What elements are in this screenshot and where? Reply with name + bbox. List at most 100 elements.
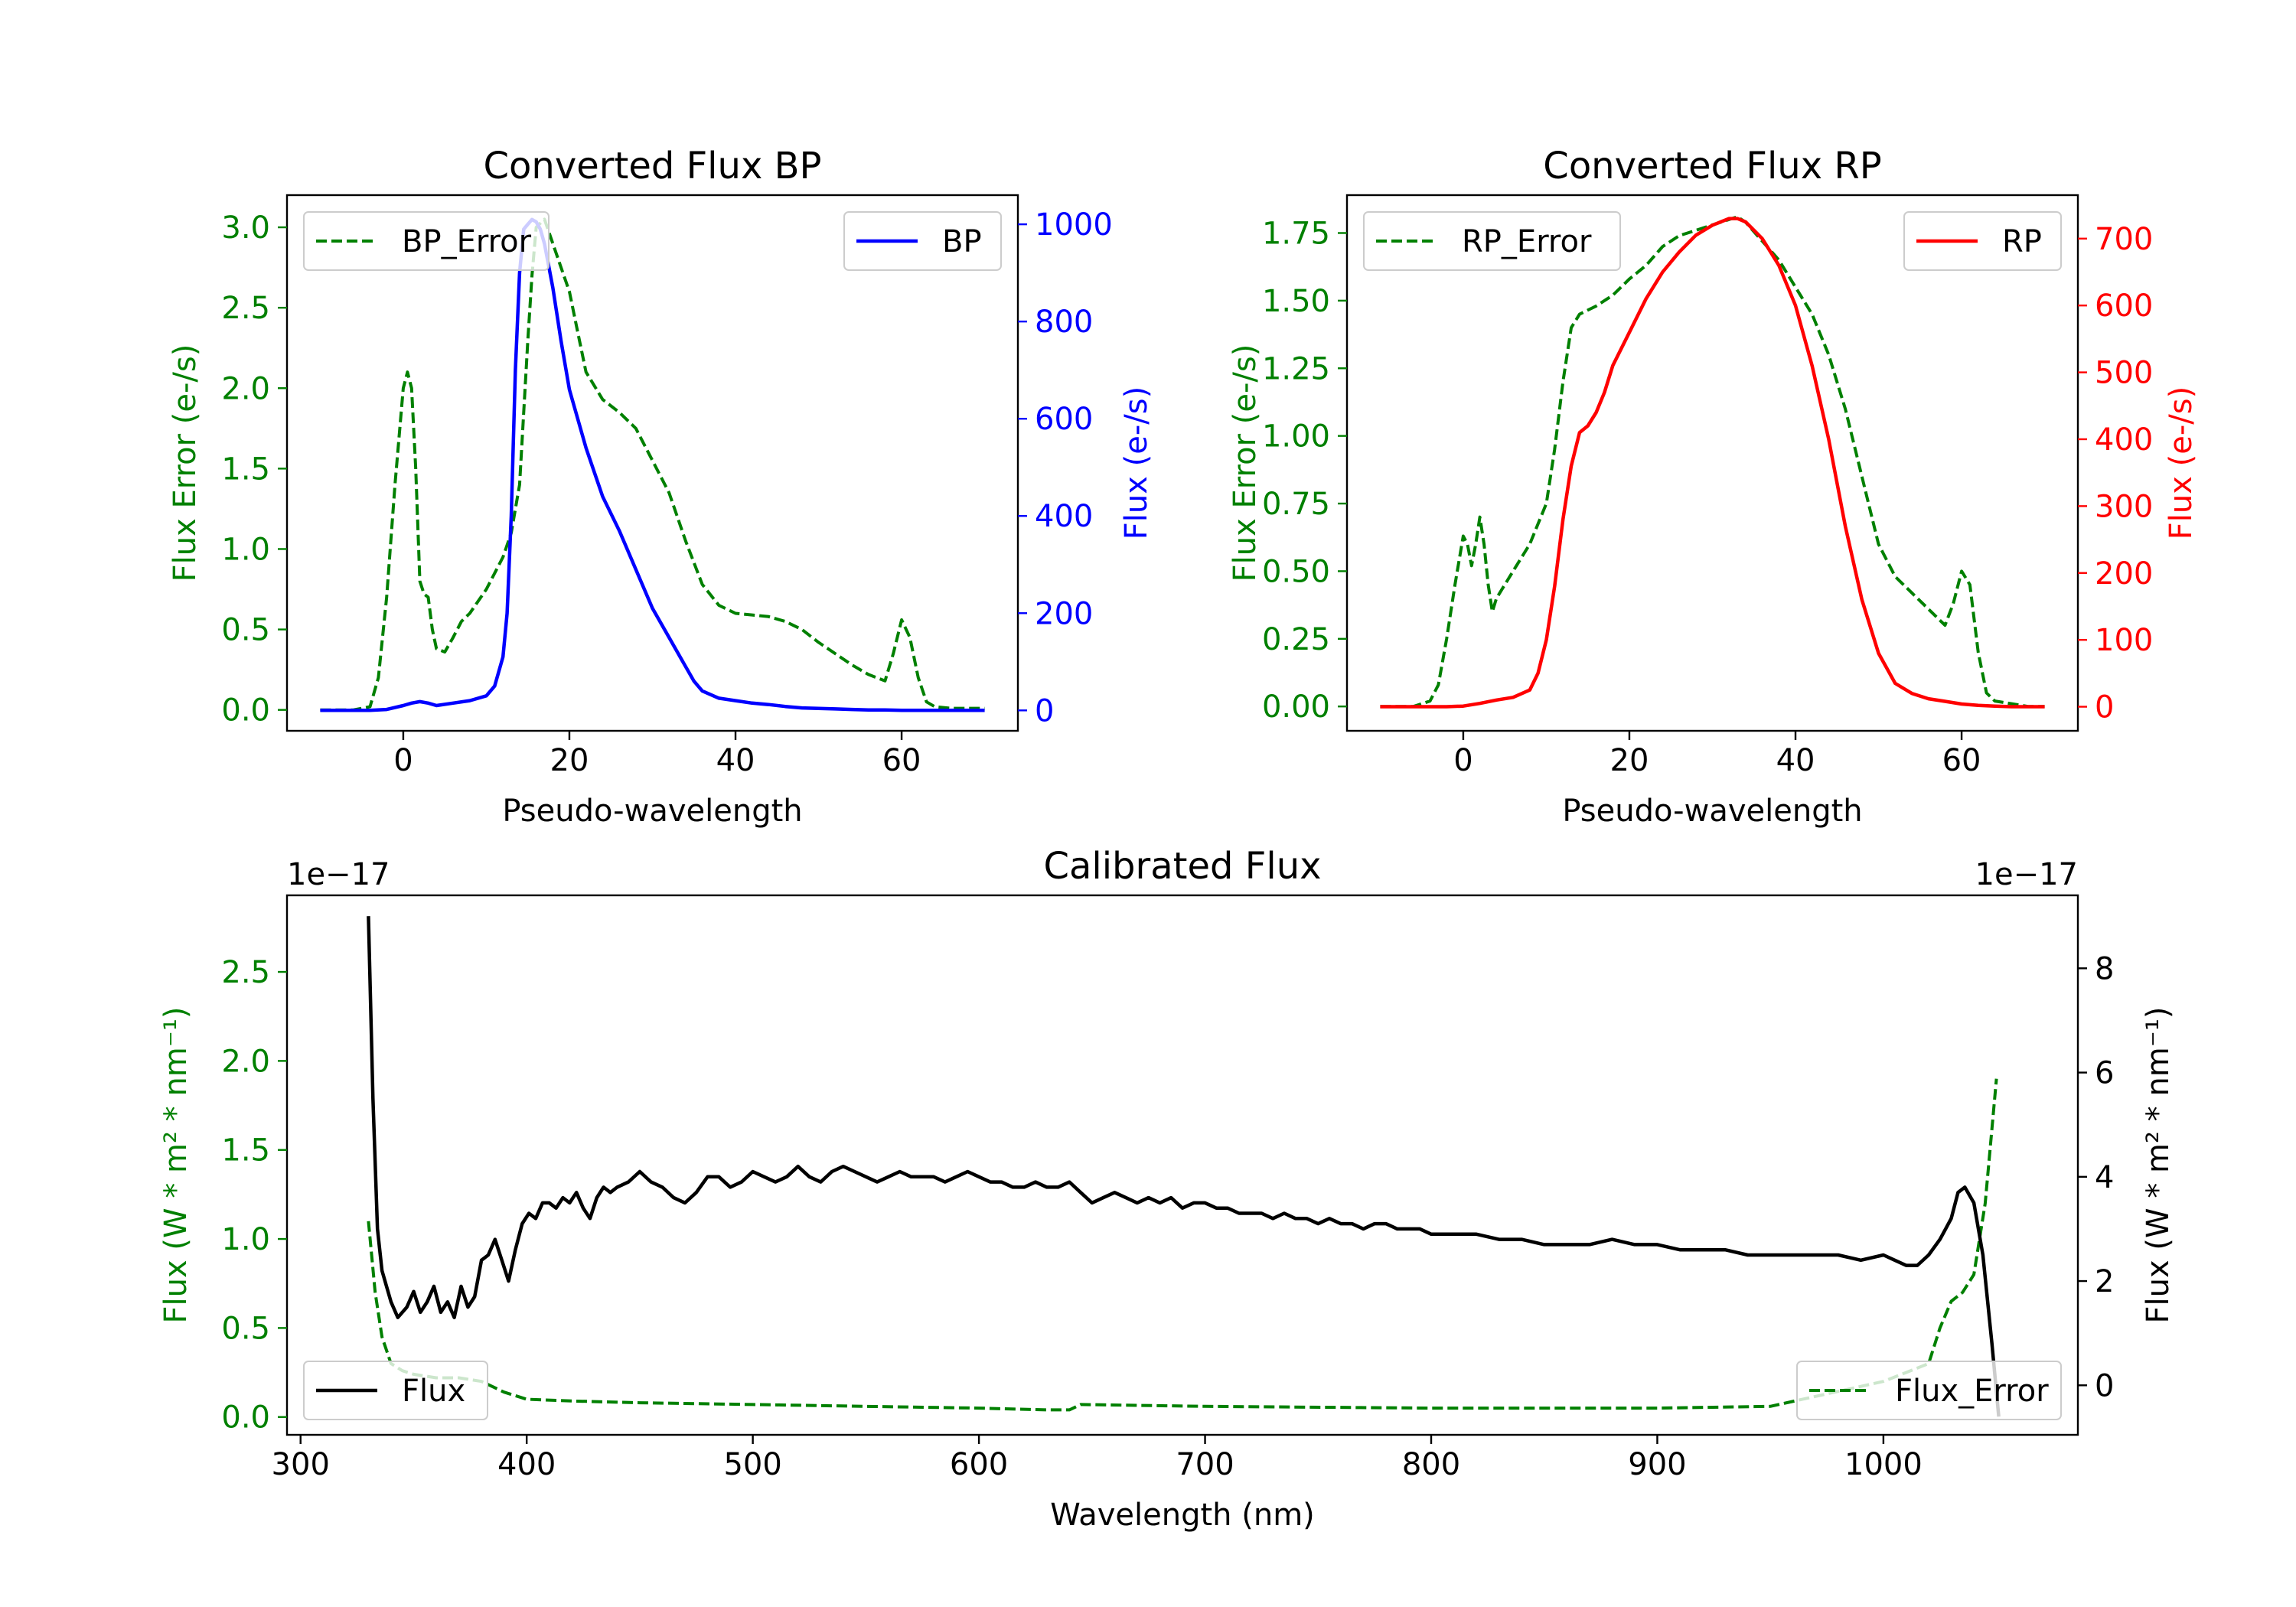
x-tick-label: 0 xyxy=(393,743,413,778)
x-tick-label: 60 xyxy=(1942,743,1981,778)
y-right-tick-label: 600 xyxy=(2095,288,2153,324)
y-left-tick-label: 1.00 xyxy=(1262,419,1330,455)
legend-box xyxy=(303,211,550,271)
y-right-tick-label: 0 xyxy=(2095,690,2114,725)
y-right-tick-label: 6 xyxy=(2095,1056,2114,1091)
x-tick-label: 500 xyxy=(723,1447,781,1482)
series-flux-error xyxy=(367,1078,1998,1412)
legend-error: RP_Error xyxy=(1363,211,1621,271)
legend-label: RP xyxy=(2002,224,2042,259)
plot-frame xyxy=(285,894,2079,1436)
y-right-tick-label: 0 xyxy=(2095,1368,2114,1403)
y-right-tick-label: 500 xyxy=(2095,356,2153,391)
x-tick-label: 20 xyxy=(550,743,589,778)
x-tick-label: 1000 xyxy=(1844,1447,1923,1482)
legend-error: BP_Error xyxy=(303,211,550,271)
y-left-tick-label: 2.5 xyxy=(221,291,270,326)
legend-label: BP_Error xyxy=(402,224,532,259)
y-left-tick-label: 1.50 xyxy=(1262,284,1330,319)
x-tick-label: 0 xyxy=(1453,743,1473,778)
legend-flux: Flux xyxy=(303,1361,488,1420)
y-left-tick-label: 2.0 xyxy=(221,371,270,406)
y-right-tick-label: 2 xyxy=(2095,1264,2114,1299)
y-left-tick-label: 2.0 xyxy=(221,1044,270,1079)
y-left-tick-label: 0.75 xyxy=(1262,487,1330,522)
y-left-tick-label: 0.50 xyxy=(1262,554,1330,589)
y-right-tick-label: 1000 xyxy=(1035,207,1113,243)
y-left-tick-label: 1.5 xyxy=(221,451,270,487)
y-left-tick-label: 1.25 xyxy=(1262,351,1330,386)
y-right-tick-label: 700 xyxy=(2095,222,2153,257)
y-left-offset-label: 1e−17 xyxy=(287,857,390,892)
y-left-axis-label: Flux Error (e-/s) xyxy=(1228,344,1263,582)
legend-label: Flux xyxy=(402,1374,465,1409)
y-right-tick-label: 0 xyxy=(1035,693,1054,729)
legend-box xyxy=(1903,211,2062,271)
y-left-tick-label: 3.0 xyxy=(221,210,270,246)
y-left-tick-label: 0.0 xyxy=(221,693,270,729)
y-right-tick-label: 400 xyxy=(1035,499,1093,534)
chart-cal: 300 400 500 600 700 800 900 1000 0.0 0.5 1.0 1.5 2.0… xyxy=(158,845,2176,1533)
y-left-tick-label: 0.0 xyxy=(221,1400,270,1436)
y-right-tick-label: 300 xyxy=(2095,489,2153,524)
y-left-tick-label: 0.25 xyxy=(1262,622,1330,657)
y-left-tick-label: 0.5 xyxy=(221,613,270,648)
y-left-tick-label: 0.5 xyxy=(221,1311,270,1346)
x-tick-label: 40 xyxy=(716,743,755,778)
series-flux xyxy=(367,916,2001,1417)
y-right-tick-label: 200 xyxy=(2095,556,2153,592)
y-right-tick-label: 200 xyxy=(1035,596,1093,631)
legend-box xyxy=(843,211,1002,271)
x-axis-label: Pseudo-wavelength xyxy=(1562,794,1862,829)
y-left-tick-label: 1.5 xyxy=(221,1133,270,1169)
y-right-axis-label: Flux (e-/s) xyxy=(2164,386,2199,539)
y-right-tick-label: 4 xyxy=(2095,1160,2114,1195)
series-bp-error xyxy=(320,217,985,712)
plot-frame xyxy=(1345,194,2079,732)
y-right-tick-label: 100 xyxy=(2095,623,2153,658)
y-right-tick-label: 600 xyxy=(1035,402,1093,437)
x-tick-label: 40 xyxy=(1776,743,1815,778)
x-tick-label: 600 xyxy=(950,1447,1008,1482)
x-axis-label: Pseudo-wavelength xyxy=(502,794,802,829)
legend-box xyxy=(1796,1361,2062,1420)
y-left-tick-label: 2.5 xyxy=(221,955,270,990)
y-right-tick-label: 800 xyxy=(1035,305,1093,340)
x-tick-label: 900 xyxy=(1628,1447,1686,1482)
y-left-tick-label: 1.0 xyxy=(221,532,270,567)
x-axis-label: Wavelength (nm) xyxy=(1050,1498,1315,1533)
chart-title: Converted Flux RP xyxy=(1543,145,1881,187)
legend-label: Flux_Error xyxy=(1895,1374,2049,1409)
y-right-tick-label: 400 xyxy=(2095,422,2153,458)
legend-label: RP_Error xyxy=(1462,224,1592,259)
legend-flux-error: Flux_Error xyxy=(1796,1361,2062,1420)
series-bp xyxy=(320,217,985,712)
legend-label: BP xyxy=(942,224,982,259)
x-tick-label: 400 xyxy=(497,1447,556,1482)
plot-frame xyxy=(285,194,1019,732)
y-left-tick-label: 0.00 xyxy=(1262,689,1330,725)
legend-flux: BP xyxy=(843,211,1002,271)
legend-flux: RP xyxy=(1903,211,2062,271)
chart-title: Converted Flux BP xyxy=(484,145,822,187)
y-left-axis-label: Flux (W * m² * nm⁻¹) xyxy=(158,1007,194,1324)
x-tick-label: 300 xyxy=(272,1447,330,1482)
y-right-offset-label: 1e−17 xyxy=(1975,857,2078,892)
legend-box xyxy=(303,1361,488,1420)
series-rp-error xyxy=(1380,215,2045,709)
x-tick-label: 20 xyxy=(1610,743,1649,778)
chart-title: Calibrated Flux xyxy=(1043,845,1321,888)
x-tick-label: 800 xyxy=(1402,1447,1460,1482)
chart-rp: 0 20 40 60 0.00 0.25 0.50 0.75 1.00 1.25 1.50 1.75 0… xyxy=(1228,145,2199,829)
y-right-axis-label: Flux (e-/s) xyxy=(1119,386,1154,539)
y-left-axis-label: Flux Error (e-/s) xyxy=(168,344,203,582)
y-right-axis-label: Flux (W * m² * nm⁻¹) xyxy=(2141,1007,2176,1324)
y-left-tick-label: 1.0 xyxy=(221,1222,270,1257)
x-tick-label: 60 xyxy=(882,743,921,778)
x-tick-label: 700 xyxy=(1176,1447,1234,1482)
y-left-tick-label: 1.75 xyxy=(1262,216,1330,251)
legend-box xyxy=(1363,211,1621,271)
chart-bp: 0 20 40 60 0.0 0.5 1.0 1.5 2.0 2.5 3.0 0 200 400 600 80… xyxy=(168,145,1154,829)
y-right-tick-label: 8 xyxy=(2095,951,2114,986)
